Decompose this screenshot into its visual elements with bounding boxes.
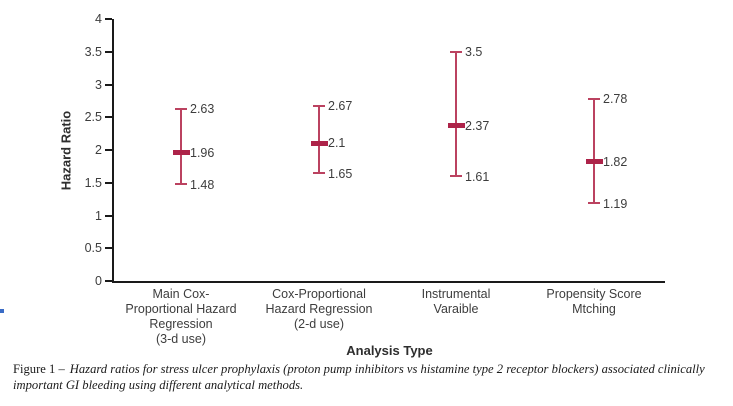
y-tick-mark bbox=[105, 247, 112, 250]
errorbar-line bbox=[455, 51, 457, 176]
category-label: Propensity Score Mtching bbox=[546, 287, 642, 316]
category-label: Cox-Proportional Hazard Regression (2-d … bbox=[265, 287, 373, 331]
category-label: Instrumental Varaible bbox=[421, 287, 491, 316]
figure-caption-label: Figure 1 – bbox=[13, 362, 65, 376]
value-label-point: 2.37 bbox=[465, 118, 490, 133]
errorbar-cap-upper bbox=[588, 97, 600, 100]
y-tick-mark bbox=[105, 214, 112, 217]
point-marker bbox=[310, 140, 328, 146]
value-label-lower: 1.48 bbox=[190, 178, 215, 193]
y-tick-label: 0.5 bbox=[84, 241, 102, 256]
value-label-upper: 3.5 bbox=[465, 44, 483, 59]
category-label: Main Cox- Proportional Hazard Regression… bbox=[125, 287, 237, 346]
errorbar-cap-upper bbox=[175, 107, 187, 110]
x-axis-line bbox=[112, 281, 665, 283]
figure-caption: Figure 1 – Hazard ratios for stress ulcer… bbox=[13, 361, 722, 393]
y-tick-label: 1 bbox=[95, 208, 102, 223]
y-tick-mark bbox=[105, 149, 112, 151]
value-label-lower: 1.65 bbox=[328, 166, 353, 181]
point-marker bbox=[585, 159, 603, 165]
y-tick-mark bbox=[105, 18, 112, 20]
y-axis-line bbox=[112, 19, 114, 283]
x-axis-title: Analysis Type bbox=[346, 343, 433, 358]
errorbar-cap-lower bbox=[175, 183, 187, 186]
errorbar-cap-lower bbox=[313, 171, 325, 174]
errorbar-cap-lower bbox=[450, 174, 462, 177]
value-label-upper: 2.63 bbox=[190, 101, 215, 116]
errorbar-line bbox=[318, 106, 320, 173]
value-label-lower: 1.19 bbox=[603, 197, 628, 212]
y-tick-label: 3 bbox=[95, 77, 102, 92]
y-tick-mark bbox=[105, 83, 112, 86]
y-tick-mark bbox=[105, 280, 112, 282]
errorbar-cap-upper bbox=[313, 105, 325, 108]
point-marker bbox=[172, 150, 190, 156]
point-marker bbox=[447, 123, 465, 129]
value-label-point: 1.82 bbox=[603, 154, 628, 169]
errorbar-line bbox=[180, 108, 182, 185]
errorbar-line bbox=[593, 98, 595, 204]
y-tick-label: 2 bbox=[95, 143, 102, 157]
y-tick-mark bbox=[105, 50, 112, 53]
y-tick-label: 0 bbox=[95, 274, 102, 288]
y-tick-mark bbox=[105, 116, 112, 119]
plot-area: 4 3.5 3 2.5 2 1.5 1 0.5 0 2.63 1.96 1.48 Main Cox- P… bbox=[84, 12, 665, 346]
y-tick-label: 3.5 bbox=[84, 44, 102, 59]
value-label-lower: 1.61 bbox=[465, 169, 490, 184]
value-label-upper: 2.78 bbox=[603, 91, 628, 106]
blue-margin-mark bbox=[0, 309, 4, 313]
value-label-upper: 2.67 bbox=[328, 99, 353, 114]
figure-caption-text: Hazard ratios for stress ulcer prophylax… bbox=[13, 362, 705, 392]
errorbar-cap-upper bbox=[450, 50, 462, 53]
y-tick-label: 4 bbox=[95, 12, 102, 26]
y-tick-label: 1.5 bbox=[84, 175, 102, 190]
y-tick-label: 2.5 bbox=[84, 110, 102, 125]
value-label-point: 1.96 bbox=[190, 145, 215, 160]
y-tick-mark bbox=[105, 181, 112, 184]
value-label-point: 2.1 bbox=[328, 136, 346, 151]
errorbar-cap-lower bbox=[588, 202, 600, 205]
